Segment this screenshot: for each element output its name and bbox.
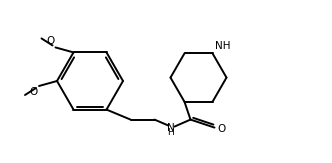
Text: N: N	[167, 123, 174, 133]
Text: O: O	[217, 124, 226, 134]
Text: O: O	[46, 36, 54, 46]
Text: O: O	[30, 87, 38, 97]
Text: H: H	[168, 128, 174, 137]
Text: NH: NH	[214, 41, 230, 51]
